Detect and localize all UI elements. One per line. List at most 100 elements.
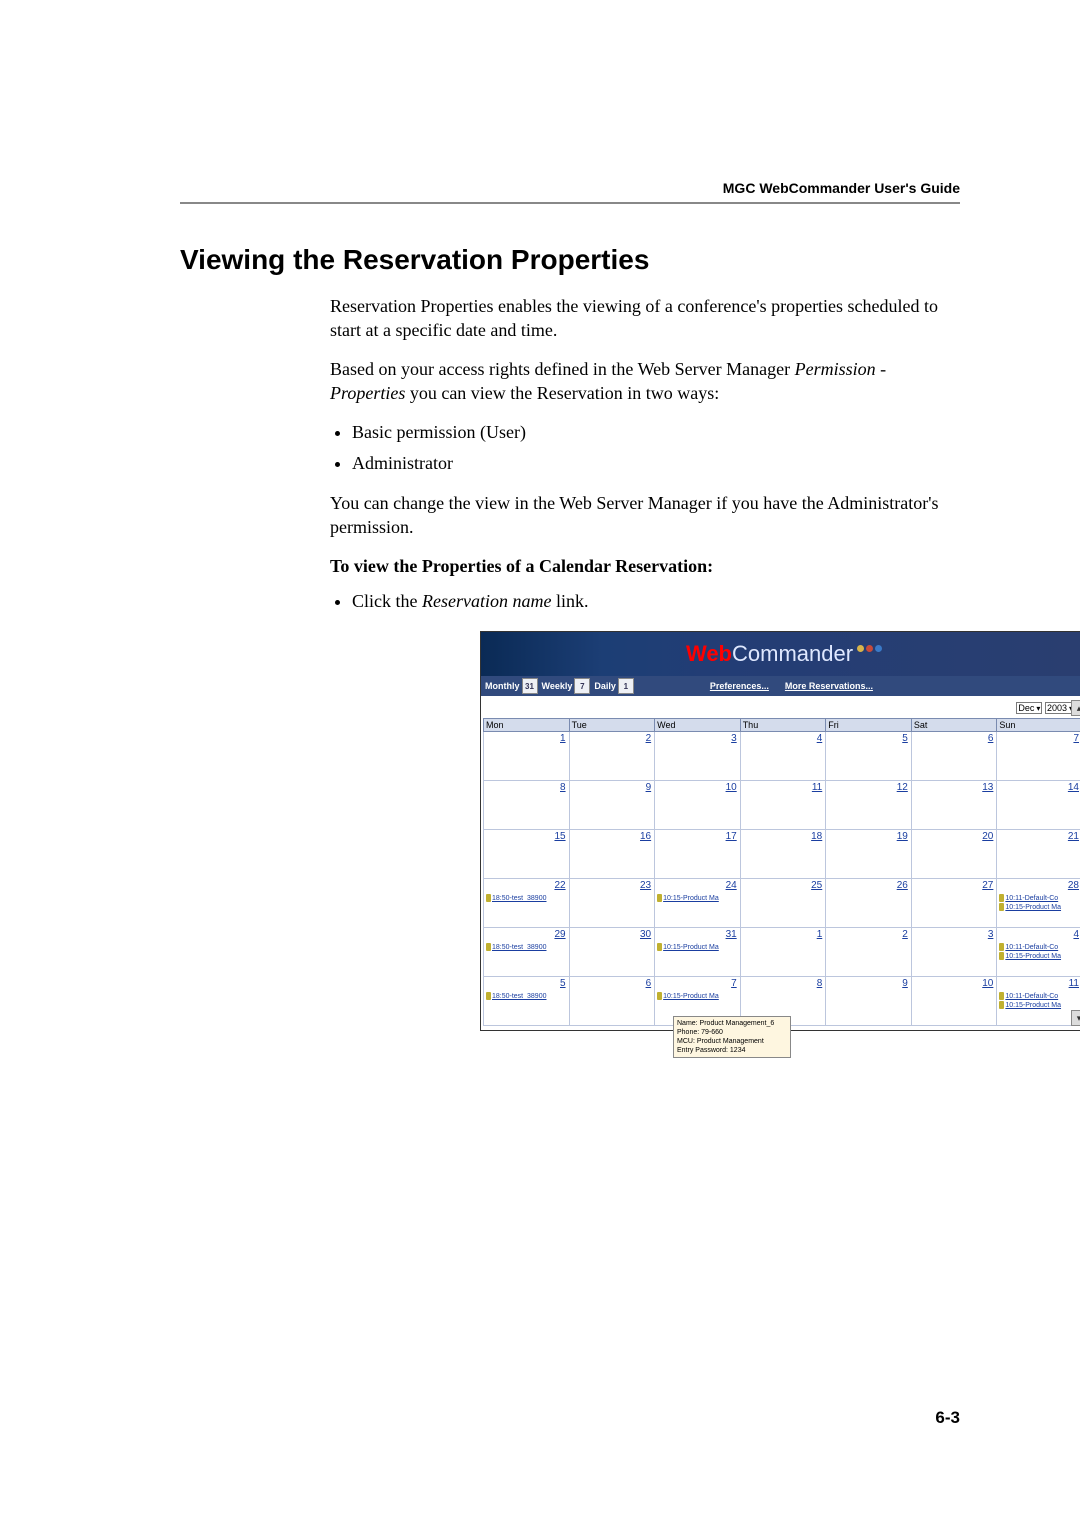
day-number[interactable]: 11 [812, 782, 822, 793]
day-number[interactable]: 4 [817, 733, 823, 744]
calendar-cell[interactable]: 22 18:50-test_38900 [484, 879, 570, 928]
monthly-view-button[interactable]: Monthly 31 [485, 678, 538, 694]
calendar-cell[interactable]: 5 [826, 732, 912, 781]
calendar-cell[interactable]: 27 [911, 879, 997, 928]
scroll-down-button[interactable]: ▾ [1071, 1010, 1080, 1026]
day-number[interactable]: 7 [731, 978, 737, 989]
calendar-cell[interactable]: 3 [911, 928, 997, 977]
calendar-cell[interactable]: 13 [911, 781, 997, 830]
calendar-cell[interactable]: 6 [569, 977, 655, 1026]
reservation-link[interactable]: 10:11-Default-Co [999, 943, 1080, 951]
day-number[interactable]: 11 [1069, 978, 1079, 989]
reservation-link[interactable]: 10:11-Default-Co [999, 992, 1080, 1000]
day-number[interactable]: 10 [982, 978, 993, 989]
day-number[interactable]: 2 [902, 929, 908, 940]
calendar-cell[interactable]: 2810:11-Default-Co10:15-Product Ma [997, 879, 1080, 928]
calendar-cell[interactable]: 2 [569, 732, 655, 781]
calendar-cell[interactable]: 9 [826, 977, 912, 1026]
reservation-link[interactable]: 18:50-test_38900 [486, 894, 567, 902]
calendar-cell[interactable]: 3 [655, 732, 741, 781]
day-number[interactable]: 1 [560, 733, 566, 744]
reservation-link[interactable]: 10:15-Product Ma [657, 992, 738, 1000]
day-number[interactable]: 6 [646, 978, 652, 989]
day-number[interactable]: 7 [1073, 733, 1079, 744]
calendar-cell[interactable]: 1 [484, 732, 570, 781]
calendar-cell[interactable]: 26 [826, 879, 912, 928]
reservation-link[interactable]: 10:15-Product Ma [657, 894, 738, 902]
day-number[interactable]: 6 [988, 733, 994, 744]
reservation-link[interactable]: 10:15-Product Ma [999, 903, 1080, 911]
day-number[interactable]: 28 [1068, 880, 1079, 891]
calendar-cell[interactable]: 7 [997, 732, 1080, 781]
calendar-cell[interactable]: 23 [569, 879, 655, 928]
day-number[interactable]: 5 [902, 733, 908, 744]
day-number[interactable]: 9 [646, 782, 652, 793]
calendar-cell[interactable]: 1 [740, 928, 826, 977]
calendar-cell[interactable]: 11 10:11-Default-Co10:15-Product Ma [997, 977, 1080, 1026]
day-number[interactable]: 27 [982, 880, 993, 891]
day-number[interactable]: 31 [726, 929, 737, 940]
scroll-up-button[interactable]: ▴ [1071, 700, 1080, 716]
calendar-cell[interactable]: 30 [569, 928, 655, 977]
daily-view-button[interactable]: Daily 1 [594, 678, 634, 694]
calendar-cell[interactable]: 17 [655, 830, 741, 879]
calendar-cell[interactable]: 9 [569, 781, 655, 830]
calendar-cell[interactable]: 12 [826, 781, 912, 830]
calendar-cell[interactable]: 18 [740, 830, 826, 879]
day-number[interactable]: 14 [1068, 782, 1079, 793]
day-number[interactable]: 29 [554, 929, 565, 940]
day-number[interactable]: 18 [811, 831, 822, 842]
reservation-link[interactable]: 10:15-Product Ma [999, 1001, 1080, 1009]
day-number[interactable]: 21 [1068, 831, 1079, 842]
day-number[interactable]: 12 [897, 782, 908, 793]
calendar-cell[interactable]: 11 [740, 781, 826, 830]
calendar-cell[interactable]: 16 [569, 830, 655, 879]
day-number[interactable]: 19 [897, 831, 908, 842]
calendar-cell[interactable]: 8 [484, 781, 570, 830]
day-number[interactable]: 15 [554, 831, 565, 842]
calendar-cell[interactable]: 14 [997, 781, 1080, 830]
calendar-cell[interactable]: 24 10:15-Product Ma [655, 879, 741, 928]
calendar-cell[interactable]: 31 10:15-Product Ma [655, 928, 741, 977]
calendar-cell[interactable]: 29 18:50-test_38900 [484, 928, 570, 977]
day-number[interactable]: 22 [554, 880, 565, 891]
day-number[interactable]: 24 [726, 880, 737, 891]
day-number[interactable]: 1 [817, 929, 823, 940]
day-number[interactable]: 2 [646, 733, 652, 744]
weekly-view-button[interactable]: Weekly 7 [542, 678, 591, 694]
day-number[interactable]: 20 [982, 831, 993, 842]
day-number[interactable]: 8 [817, 978, 823, 989]
preferences-link[interactable]: Preferences... [710, 681, 769, 691]
reservation-link[interactable]: 10:15-Product Ma [999, 952, 1080, 960]
calendar-cell[interactable]: 10 [655, 781, 741, 830]
calendar-cell[interactable]: 10 [911, 977, 997, 1026]
day-number[interactable]: 13 [982, 782, 993, 793]
day-number[interactable]: 17 [726, 831, 737, 842]
day-number[interactable]: 3 [988, 929, 994, 940]
reservation-link[interactable]: 10:15-Product Ma [657, 943, 738, 951]
day-number[interactable]: 9 [902, 978, 908, 989]
reservation-link[interactable]: 18:50-test_38900 [486, 992, 567, 1000]
calendar-cell[interactable]: 4 10:11-Default-Co10:15-Product Ma [997, 928, 1080, 977]
day-number[interactable]: 30 [640, 929, 651, 940]
calendar-cell[interactable]: 2 [826, 928, 912, 977]
calendar-cell[interactable]: 6 [911, 732, 997, 781]
day-number[interactable]: 10 [726, 782, 737, 793]
reservation-link[interactable]: 18:50-test_38900 [486, 943, 567, 951]
calendar-cell[interactable]: 21 [997, 830, 1080, 879]
day-number[interactable]: 3 [731, 733, 737, 744]
calendar-cell[interactable]: 15 [484, 830, 570, 879]
day-number[interactable]: 8 [560, 782, 566, 793]
day-number[interactable]: 23 [640, 880, 651, 891]
day-number[interactable]: 4 [1073, 929, 1079, 940]
calendar-cell[interactable]: 20 [911, 830, 997, 879]
more-reservations-link[interactable]: More Reservations... [785, 681, 873, 691]
day-number[interactable]: 25 [811, 880, 822, 891]
calendar-cell[interactable]: 25 [740, 879, 826, 928]
calendar-cell[interactable]: 5 18:50-test_38900 [484, 977, 570, 1026]
calendar-cell[interactable]: 4 [740, 732, 826, 781]
day-number[interactable]: 26 [897, 880, 908, 891]
calendar-cell[interactable]: 19 [826, 830, 912, 879]
day-number[interactable]: 5 [560, 978, 566, 989]
day-number[interactable]: 16 [640, 831, 651, 842]
